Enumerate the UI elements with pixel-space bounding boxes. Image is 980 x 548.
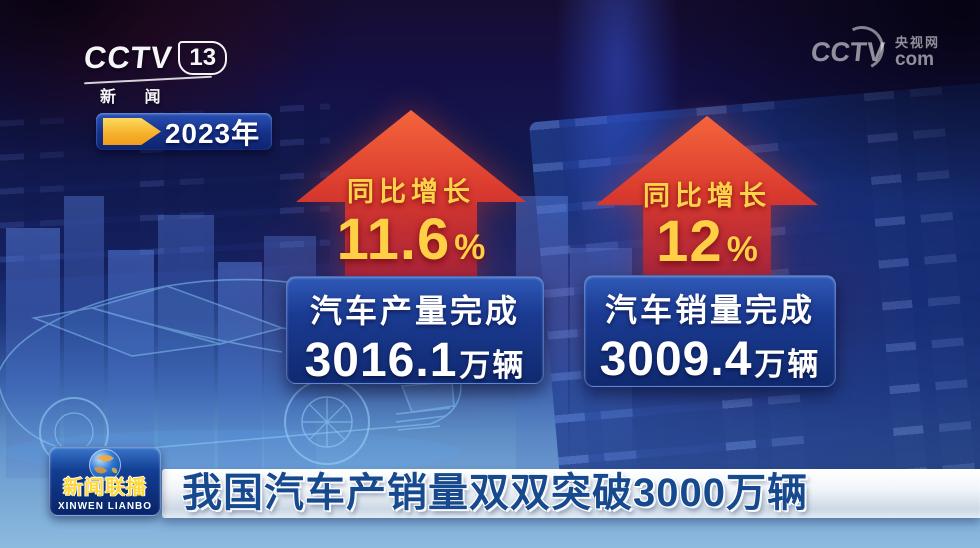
- value-number: 3009.4: [599, 333, 753, 386]
- growth-value: 12 %: [588, 208, 826, 275]
- globe-icon: [89, 449, 121, 481]
- percent-sign: %: [454, 228, 486, 267]
- cctv-logo: CCTV: [809, 37, 887, 68]
- metric-label: 汽车销量完成: [604, 292, 815, 328]
- metric-label: 汽车产量完成: [309, 293, 520, 329]
- headline-text: 我国汽车产销量双双突破3000万辆: [182, 471, 808, 515]
- value-unit: 万辆: [459, 348, 526, 383]
- site-domain: com: [894, 48, 935, 70]
- growth-label: 同比增长: [347, 177, 475, 207]
- arrow-right-icon: [103, 118, 161, 145]
- production-stat-box: 汽车产量完成 3016.1 万辆: [286, 276, 544, 387]
- metric-value: 3009.4 万辆: [585, 332, 835, 387]
- value-unit: 万辆: [754, 347, 821, 382]
- channel-name: 新 闻: [100, 89, 173, 106]
- value-number: 3016.1: [304, 334, 458, 387]
- program-subtitle: XINWEN LIANBO: [57, 501, 153, 512]
- site-name: 央视网: [894, 35, 940, 50]
- growth-number: 12: [656, 209, 723, 274]
- growth-label: 同比增长: [643, 181, 771, 211]
- sales-stat-box: 汽车销量完成 3009.4 万辆: [584, 275, 836, 387]
- growth-number: 11.6: [336, 207, 451, 272]
- year-badge: 2023年: [96, 113, 272, 150]
- program-logo: 新闻联播 XINWEN LIANBO: [49, 446, 161, 516]
- channel-bug: CCTV 13 新 闻: [82, 40, 228, 107]
- year-label: 2023年: [164, 117, 261, 149]
- growth-value: 11.6 %: [288, 206, 534, 273]
- cctv-com-watermark: CCTV 央视网 com: [809, 20, 940, 76]
- headline-bar: 我国汽车产销量双双突破3000万辆: [162, 469, 980, 518]
- channel-number: 13: [178, 41, 228, 75]
- program-title: 新闻联播: [63, 477, 147, 499]
- metric-value: 3016.1 万辆: [287, 333, 543, 388]
- percent-sign: %: [726, 230, 758, 269]
- cctv-logo: CCTV: [82, 40, 175, 75]
